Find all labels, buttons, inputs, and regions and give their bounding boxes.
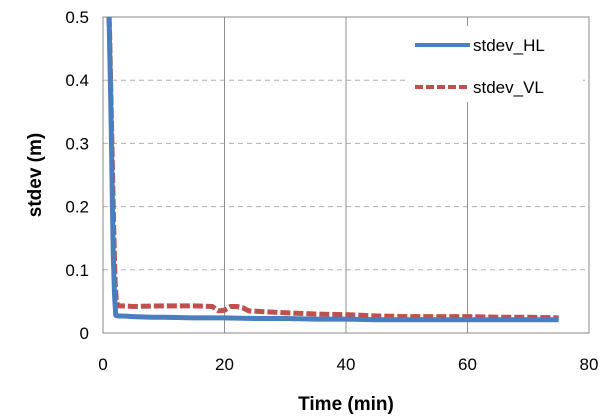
y-tick-label: 0.2 [65, 198, 89, 217]
y-tick-label: 0.1 [65, 261, 89, 280]
x-tick-label: 60 [458, 355, 477, 374]
x-tick-label: 0 [98, 355, 107, 374]
series-layer [106, 16, 559, 323]
plot-area-frame [102, 16, 590, 334]
y-axis-label: stdev (m) [25, 133, 46, 217]
legend-box [405, 26, 583, 102]
x-tick-label: 20 [215, 355, 234, 374]
y-tick-label: 0 [80, 324, 89, 343]
y-tick-label: 0.3 [65, 134, 89, 153]
series-line-stdev-hl [106, 16, 559, 323]
y-tick-label: 0.5 [65, 8, 89, 27]
legend-label-stdev-hl: stdev_HL [473, 36, 545, 55]
tick-labels: 0 0.1 0.2 0.3 0.4 0.5 0 20 40 60 80 [65, 8, 598, 374]
legend-label-stdev-vl: stdev_VL [473, 78, 544, 97]
y-tick-label: 0.4 [65, 71, 89, 90]
x-axis-label: Time (min) [298, 394, 394, 415]
x-tick-label: 40 [337, 355, 356, 374]
x-tick-label: 80 [580, 355, 599, 374]
legend: stdev_HL stdev_VL [405, 26, 583, 102]
